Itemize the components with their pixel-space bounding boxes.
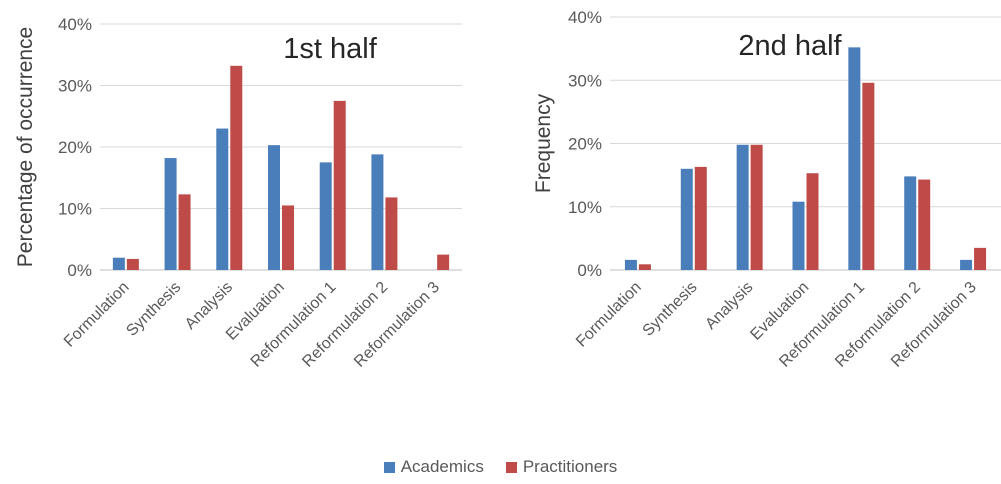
chart-canvas: 0% 10% 20% 30% 40% Percentage of occurrence 1s… (14, 8, 1001, 371)
y-axis-label: Frequency (532, 93, 555, 193)
y-tick-label: 30% (568, 71, 602, 90)
x-tick-label: Synthesis (123, 279, 184, 340)
x-tick-label: Analysis (702, 279, 756, 333)
chart-legend: Academics Practitioners (0, 455, 1001, 479)
x-tick-label: Formulation (573, 279, 645, 351)
bar-academics-evaluation (268, 145, 280, 270)
legend-item-academics: Academics (383, 457, 484, 477)
chart-2: 0% 10% 20% 30% 40% Frequency 2nd half Formulati… (532, 8, 1001, 371)
legend-swatch-practitioners (505, 461, 517, 473)
bar-practitioners-synthesis (178, 194, 191, 270)
y-tick-label: 20% (58, 138, 92, 157)
bar-practitioners-formulation (126, 258, 139, 270)
bar-practitioners-reformulation-2 (918, 179, 931, 270)
chart-1: 0% 10% 20% 30% 40% Percentage of occurrence 1s… (14, 15, 462, 371)
bar-practitioners-formulation (638, 264, 651, 270)
y-tick-label: 20% (568, 135, 602, 154)
bar-academics-reformulation-1 (848, 47, 861, 270)
bar-practitioners-analysis (230, 65, 243, 270)
legend-label-academics: Academics (400, 457, 484, 476)
y-tick-label: 40% (568, 8, 602, 27)
bar-practitioners-reformulation-3 (437, 254, 450, 270)
x-tick-label: Formulation (61, 279, 133, 351)
bar-practitioners-reformulation-2 (385, 197, 398, 270)
x-tick-label: Analysis (182, 279, 236, 333)
y-tick-label: 10% (58, 200, 92, 219)
bar-practitioners-reformulation-1 (862, 82, 875, 270)
legend-swatch-academics (383, 461, 395, 473)
bar-academics-analysis (216, 128, 229, 270)
bar-academics-reformulation-1 (319, 162, 332, 270)
bar-academics-evaluation (792, 201, 805, 270)
bar-practitioners-analysis (750, 144, 763, 270)
chart-title: 1st half (283, 33, 377, 65)
x-tick-label: Synthesis (640, 279, 701, 340)
y-axis-label: Percentage of occurrence (14, 27, 37, 267)
bar-academics-reformulation-2 (904, 176, 917, 270)
y-tick-label: 0% (67, 261, 92, 280)
y-tick-label: 10% (568, 198, 602, 217)
bar-academics-analysis (736, 144, 749, 270)
bar-practitioners-evaluation (282, 205, 294, 270)
chart-title: 2nd half (738, 30, 842, 62)
y-tick-label: 30% (58, 77, 92, 96)
y-tick-label: 0% (577, 261, 602, 280)
bar-academics-formulation (112, 257, 125, 270)
bar-practitioners-reformulation-3 (974, 247, 987, 270)
y-tick-label: 40% (58, 15, 92, 34)
bar-practitioners-evaluation (806, 173, 819, 270)
legend-item-practitioners: Practitioners (505, 457, 618, 477)
bar-practitioners-reformulation-1 (333, 100, 346, 270)
legend-label-practitioners: Practitioners (522, 457, 618, 476)
bar-practitioners-synthesis (694, 166, 707, 270)
bar-academics-reformulation-2 (371, 154, 384, 270)
bar-academics-synthesis (164, 158, 177, 270)
bar-academics-reformulation-3 (960, 259, 973, 270)
bar-academics-formulation (624, 259, 637, 270)
bar-academics-synthesis (680, 168, 693, 270)
